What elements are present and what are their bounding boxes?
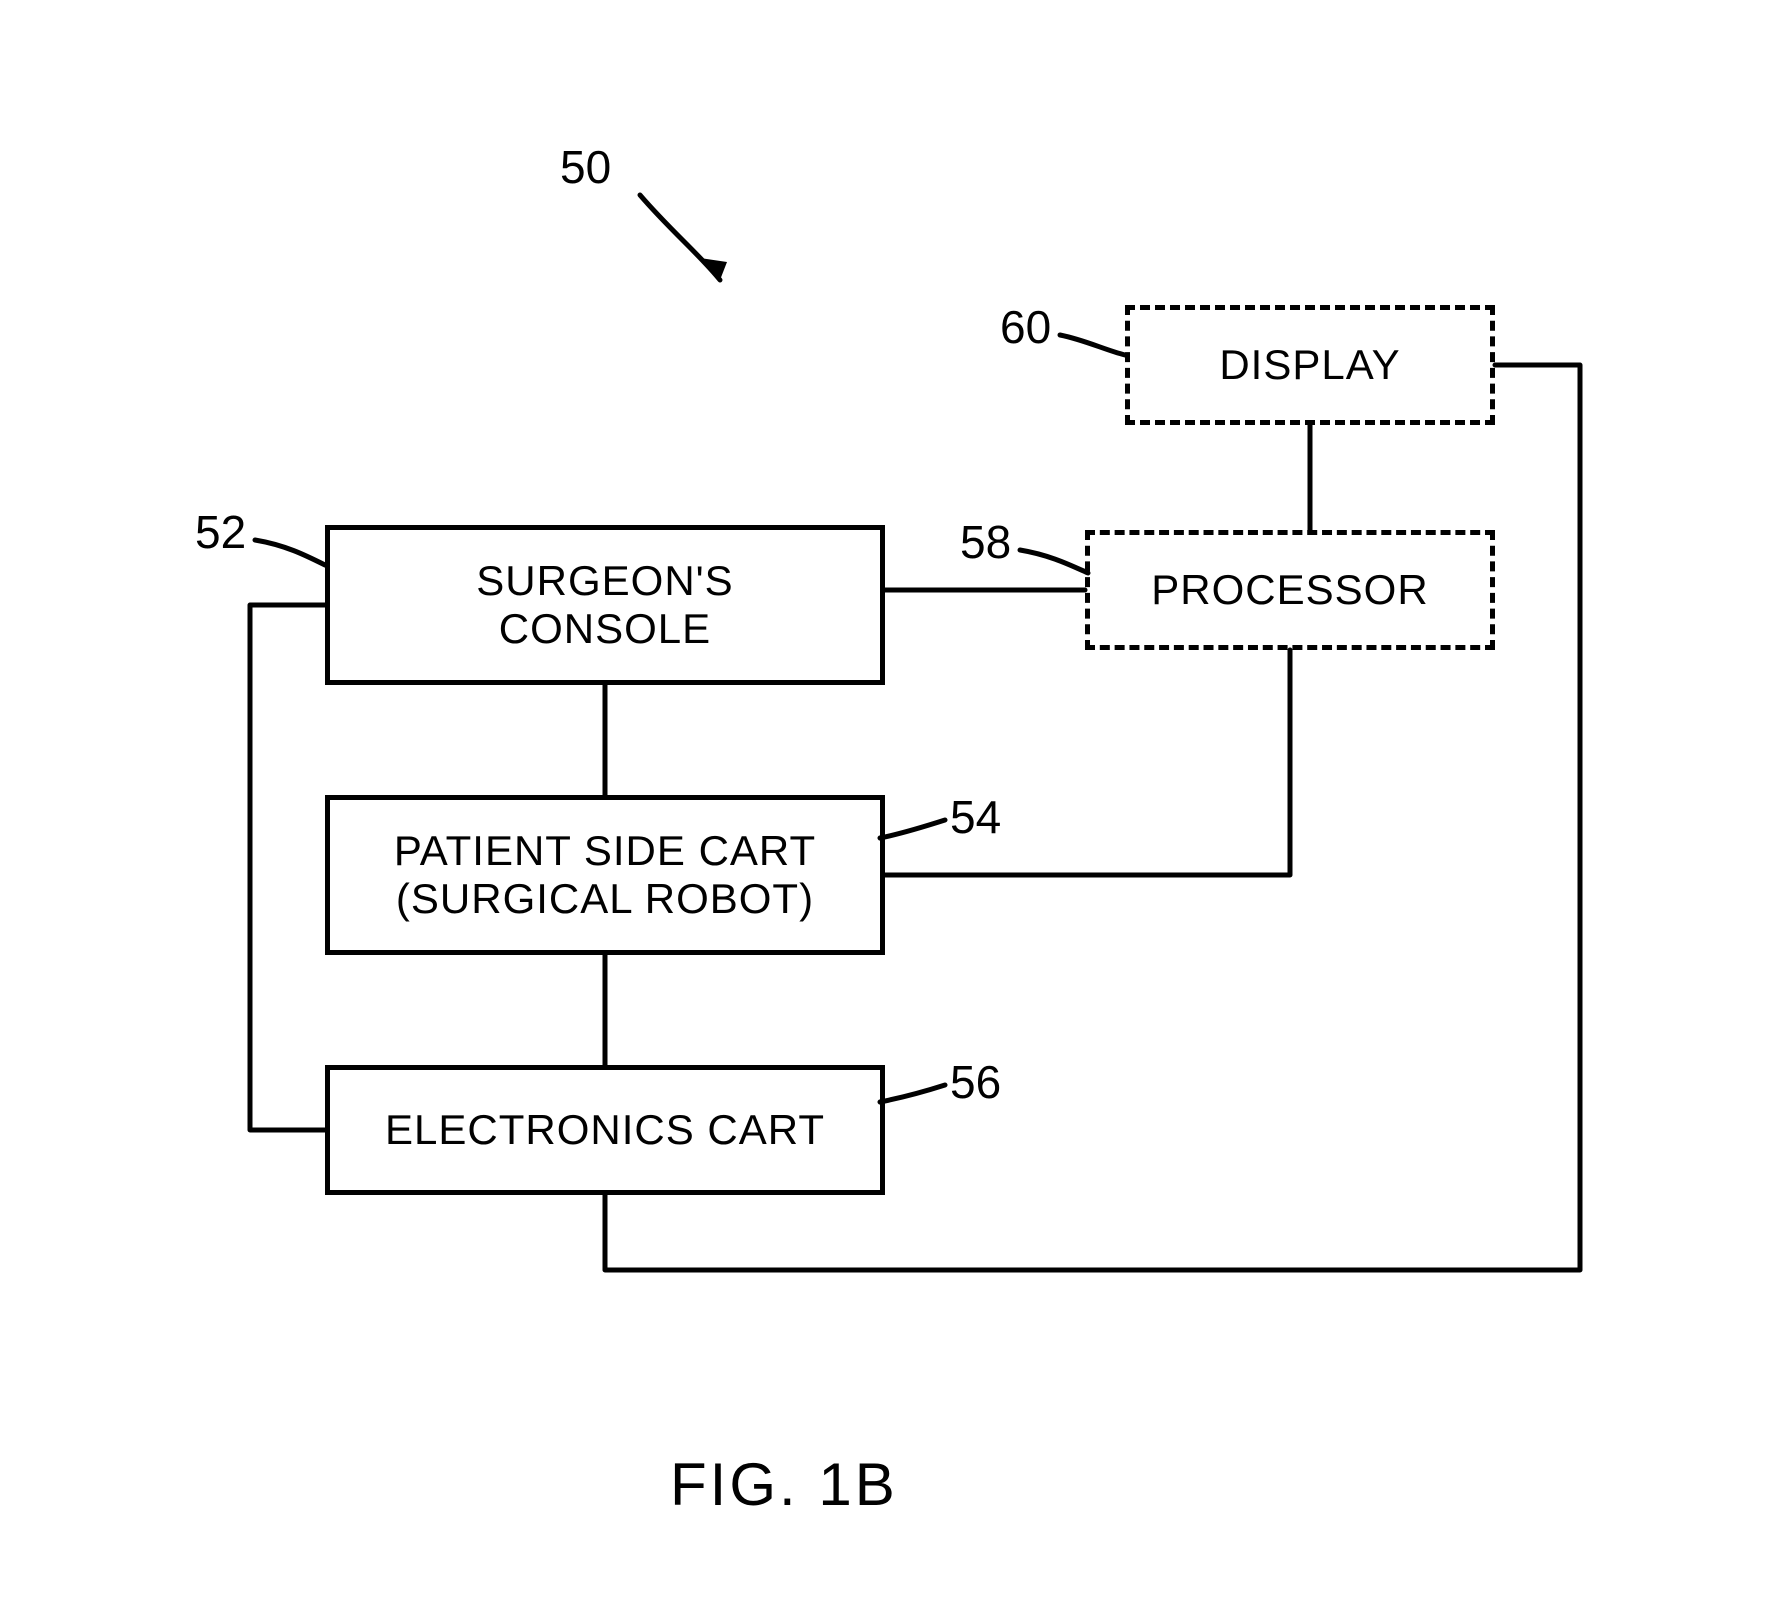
block-display-text: DISPLAY: [1219, 341, 1400, 389]
block-ecart-text: ELECTRONICS CART: [385, 1106, 825, 1154]
block-patient-side-cart: PATIENT SIDE CART (SURGICAL ROBOT): [325, 795, 885, 955]
figure-ref-50: 50: [560, 140, 611, 194]
block-processor: PROCESSOR: [1085, 530, 1495, 650]
connector-layer: [0, 0, 1775, 1623]
block-console-text: SURGEON'S CONSOLE: [476, 557, 733, 654]
ref-label-52: 52: [195, 505, 246, 559]
diagram-stage: DISPLAY PROCESSOR SURGEON'S CONSOLE PATI…: [0, 0, 1775, 1623]
block-processor-text: PROCESSOR: [1151, 566, 1428, 614]
ref-label-58: 58: [960, 515, 1011, 569]
ref-label-60: 60: [1000, 300, 1051, 354]
ref-label-54: 54: [950, 790, 1001, 844]
block-cart-text: PATIENT SIDE CART (SURGICAL ROBOT): [394, 827, 816, 924]
ref-label-56: 56: [950, 1055, 1001, 1109]
block-surgeons-console: SURGEON'S CONSOLE: [325, 525, 885, 685]
block-display: DISPLAY: [1125, 305, 1495, 425]
figure-caption: FIG. 1B: [670, 1450, 898, 1519]
block-electronics-cart: ELECTRONICS CART: [325, 1065, 885, 1195]
